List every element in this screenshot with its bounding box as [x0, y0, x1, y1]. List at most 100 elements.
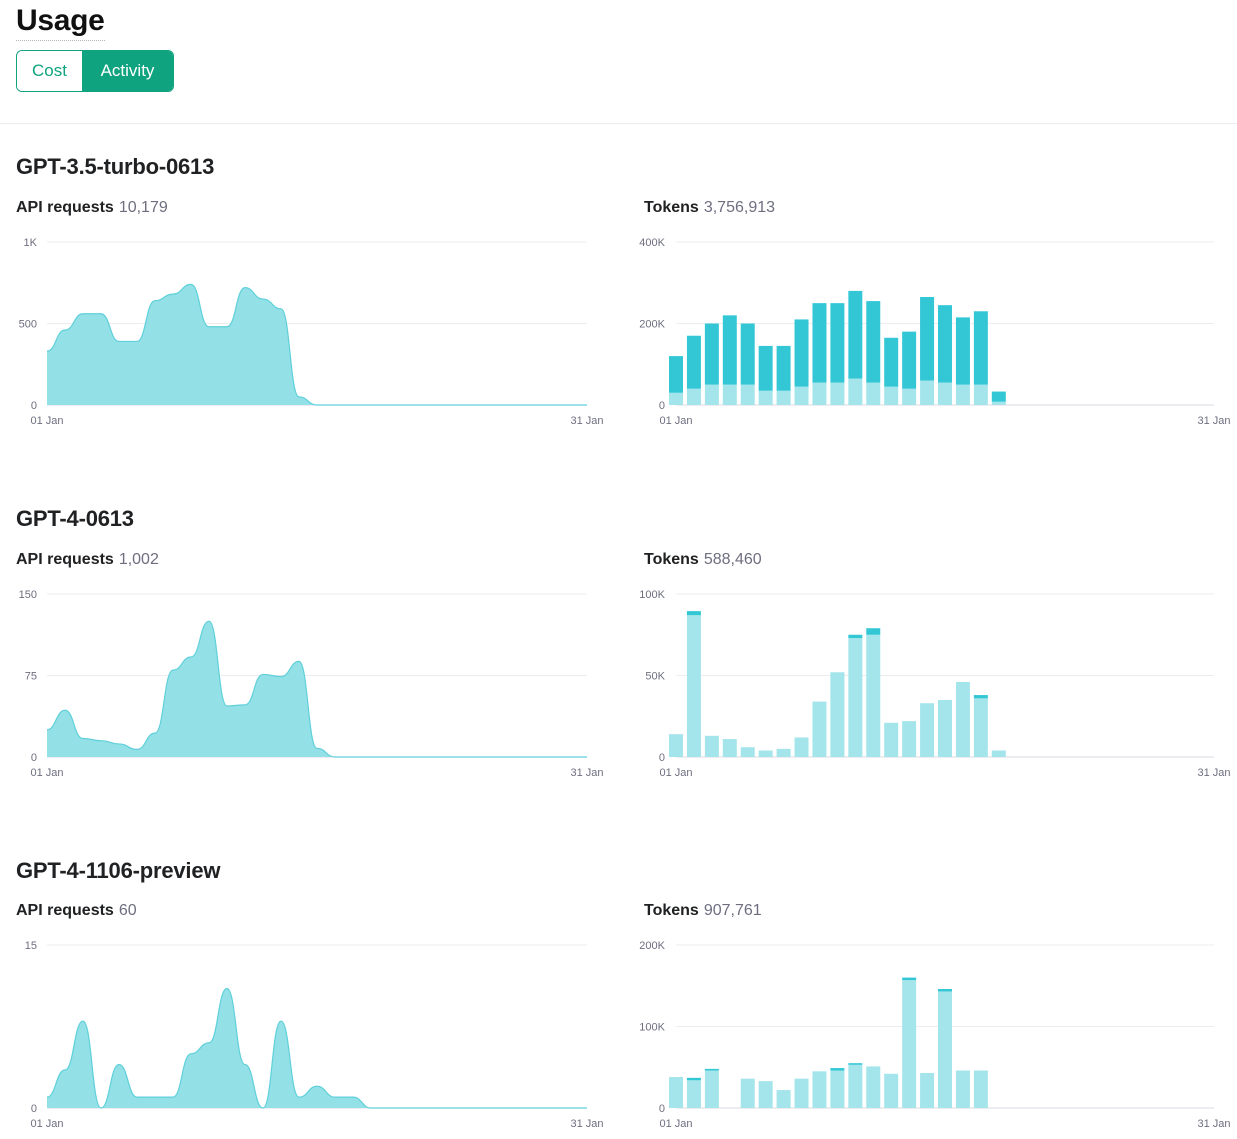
bar-segment-base: [848, 378, 863, 405]
bar-segment-base: [830, 382, 845, 405]
bar-segment-base: [830, 672, 845, 757]
y-tick-label: 100K: [639, 1022, 665, 1034]
y-tick-label: 15: [25, 940, 37, 952]
view-toggle: Cost Activity: [16, 50, 174, 92]
bar-segment-base: [848, 638, 863, 757]
api-requests-metric: API requests 60: [16, 902, 137, 920]
y-tick-label: 50K: [645, 671, 665, 683]
bar-segment-top: [812, 303, 827, 383]
bar-segment-base: [686, 615, 701, 757]
bar-segment-top: [938, 305, 952, 383]
bar-segment-base: [884, 386, 899, 405]
bar-segment-base: [794, 1078, 809, 1108]
y-tick-label: 150: [19, 589, 37, 601]
y-tick-label: 0: [659, 400, 665, 412]
area-fill: [47, 988, 587, 1108]
y-tick-label: 0: [659, 1103, 665, 1115]
bar-segment-base: [955, 682, 970, 757]
bar-segment-top: [866, 628, 881, 635]
bar-segment-top: [848, 290, 863, 379]
bar-segment-top: [704, 1068, 719, 1071]
api-requests-label: API requests: [16, 902, 114, 919]
bar-segment-top: [686, 611, 701, 616]
bar-segment-base: [884, 1073, 899, 1108]
bar-segment-top: [686, 1077, 701, 1081]
bar-segment-base: [866, 1066, 881, 1108]
cost-tab[interactable]: Cost: [17, 51, 82, 91]
bar-segment-top: [794, 319, 809, 387]
api-requests-value: 60: [118, 902, 137, 919]
bar-segment-base: [669, 1077, 683, 1108]
x-tick-label: 01 Jan: [659, 767, 692, 779]
bar-segment-top: [866, 301, 881, 383]
tokens-label: Tokens: [644, 551, 699, 568]
bar-segment-top: [902, 331, 917, 389]
bar-segment-base: [686, 388, 701, 405]
api-requests-area-chart: 0 75 150 01 Jan 31 Jan: [19, 589, 604, 779]
bar-segment-base: [866, 634, 881, 757]
area-line: [46, 283, 587, 406]
x-tick-label: 31 Jan: [570, 767, 603, 779]
bar-segment-base: [866, 382, 881, 405]
y-tick-label: 500: [19, 319, 37, 331]
bar-segment-base: [955, 1070, 970, 1108]
bar-segment-base: [902, 980, 917, 1108]
bar-segment-base: [938, 382, 952, 405]
x-tick-label: 31 Jan: [1197, 1118, 1230, 1130]
bar-segment-top: [776, 345, 791, 391]
section-title-gpt-35-turbo-0613: GPT-3.5-turbo-0613: [16, 154, 215, 179]
api-requests-metric: API requests 10,179: [16, 199, 168, 217]
y-tick-label: 0: [31, 400, 37, 412]
bar-segment-top: [955, 317, 970, 385]
bar-segment-base: [902, 721, 917, 757]
y-tick-label: 1K: [24, 237, 38, 249]
header-divider: [0, 123, 1237, 124]
bar-segment-base: [740, 384, 755, 405]
bar-segment-base: [722, 739, 737, 757]
bar-segment-base: [740, 747, 755, 757]
bar-segment-base: [955, 384, 970, 405]
bar-segment-top: [830, 303, 845, 383]
bar-segment-base: [973, 698, 988, 757]
api-requests-area-chart: 0 15 01 Jan 31 Jan: [25, 940, 604, 1130]
bar-segment-base: [704, 735, 719, 757]
bar-segment-base: [794, 737, 809, 757]
bar-segment-base: [884, 722, 899, 757]
bar-segment-base: [794, 386, 809, 405]
api-requests-value: 10,179: [118, 199, 168, 216]
activity-tab[interactable]: Activity: [82, 51, 173, 91]
bar-segment-base: [938, 699, 952, 757]
tokens-bar-chart: 0 100K 200K 01 Jan 31 Jan: [639, 940, 1230, 1130]
bar-segment-top: [830, 1068, 845, 1071]
bar-segment-base: [704, 1070, 719, 1108]
bar-segment-base: [669, 392, 683, 405]
bar-segment-base: [812, 382, 827, 405]
bar-segment-base: [920, 380, 935, 405]
bar-segment-base: [776, 748, 791, 757]
bar-segment-base: [758, 1081, 773, 1108]
x-tick-label: 01 Jan: [30, 1118, 63, 1130]
x-tick-label: 01 Jan: [30, 415, 63, 427]
y-tick-label: 400K: [639, 237, 665, 249]
bar-segment-top: [884, 337, 899, 387]
bar-segment-base: [920, 1072, 935, 1108]
bar-segment-top: [669, 356, 683, 393]
bar-segment-top: [740, 323, 755, 385]
bar-segment-base: [722, 384, 737, 405]
y-tick-label: 0: [659, 752, 665, 764]
tokens-bar-chart: 0 200K 400K 01 Jan 31 Jan: [639, 237, 1230, 427]
bar-segment-base: [938, 991, 952, 1108]
api-requests-label: API requests: [16, 551, 114, 568]
bar-segment-top: [686, 335, 701, 389]
y-tick-label: 200K: [639, 940, 665, 952]
y-tick-label: 100K: [639, 589, 665, 601]
bar-segment-base: [991, 750, 1006, 757]
bar-segment-base: [991, 401, 1006, 405]
page-title: Usage: [16, 4, 105, 41]
bar-segment-base: [920, 703, 935, 757]
y-tick-label: 0: [31, 752, 37, 764]
x-tick-label: 01 Jan: [30, 767, 63, 779]
section-title-gpt-4-0613: GPT-4-0613: [16, 506, 134, 531]
bar-segment-top: [973, 695, 988, 699]
tokens-value: 3,756,913: [703, 199, 776, 216]
